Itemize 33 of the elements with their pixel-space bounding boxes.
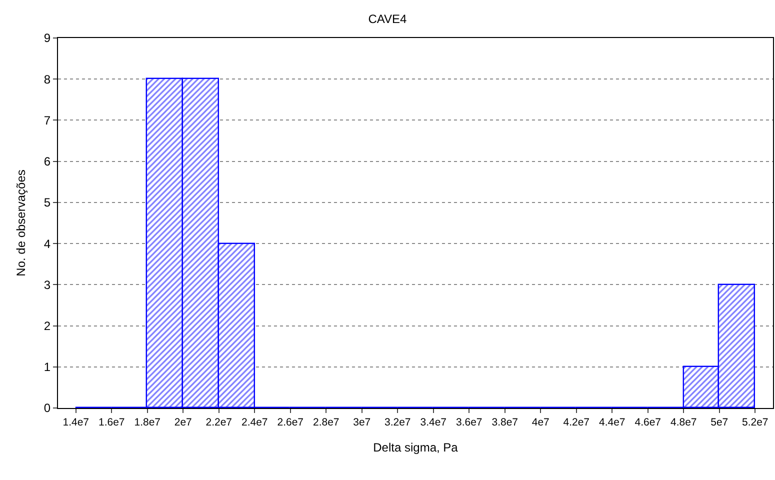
- x-tick-label: 3.2e7: [384, 416, 411, 429]
- x-tick-label: 3e7: [353, 416, 371, 429]
- y-tick-label: 4: [44, 236, 51, 251]
- x-tick-label: 2.6e7: [277, 416, 304, 429]
- y-tick-label: 7: [44, 113, 51, 128]
- x-tick-label: 4e7: [532, 416, 550, 429]
- y-axis-title: No. de observações: [14, 170, 28, 276]
- x-tick-label: 2.8e7: [312, 416, 340, 429]
- y-tick-label: 0: [44, 401, 51, 416]
- x-tick-label: 2e7: [174, 416, 192, 429]
- x-tick-label: 4.8e7: [670, 416, 697, 429]
- x-tick-label: 3.8e7: [492, 416, 518, 429]
- x-tick-label: 2.2e7: [206, 416, 232, 429]
- chart-title: CAVE4: [368, 12, 408, 26]
- x-tick-label: 5.2e7: [742, 416, 768, 429]
- y-tick-label: 1: [44, 360, 51, 374]
- y-tick-label: 8: [44, 72, 51, 86]
- x-tick-label: 3.6e7: [456, 416, 482, 429]
- y-tick-label: 9: [44, 31, 51, 46]
- x-tick-label: 4.2e7: [563, 416, 590, 429]
- x-tick-label: 4.4e7: [598, 416, 626, 429]
- y-tick-label: 5: [44, 196, 51, 210]
- x-tick-label: 4.6e7: [634, 416, 662, 429]
- x-tick-label: 5e7: [710, 416, 728, 429]
- y-tick-label: 3: [44, 278, 51, 292]
- x-tick-label: 1.6e7: [98, 416, 125, 429]
- x-tick-label: 3.4e7: [420, 416, 447, 429]
- y-tick-label: 2: [44, 318, 51, 333]
- x-tick-label: 2.4e7: [241, 416, 268, 429]
- x-tick-label: 1.8e7: [134, 416, 161, 429]
- y-tick-label: 6: [44, 154, 51, 169]
- x-tick-label: 1.4e7: [62, 416, 90, 429]
- x-axis-title: Delta sigma, Pa: [373, 440, 458, 454]
